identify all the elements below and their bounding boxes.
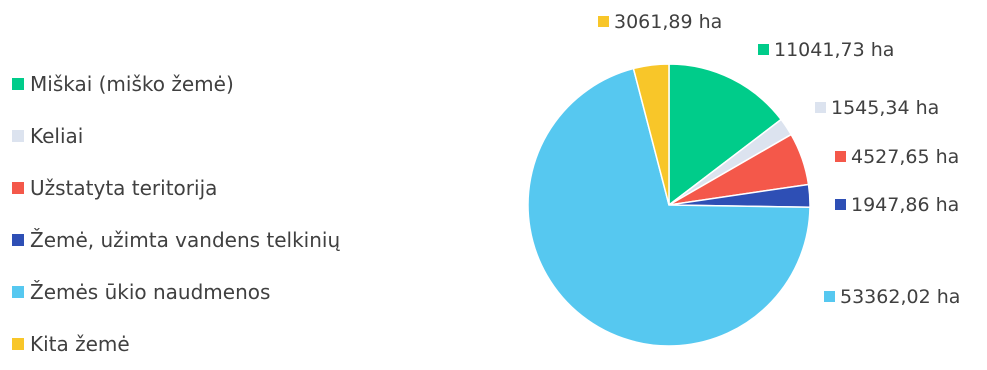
data-label: 1545,34 ha <box>831 97 939 119</box>
legend-item-vandens: Žemė, užimta vandens telkinių <box>12 214 340 266</box>
legend-swatch <box>12 130 24 142</box>
pie-slice <box>668 63 783 207</box>
data-label-swatch <box>758 44 769 55</box>
data-label: 11041,73 ha <box>774 39 894 61</box>
pie-slice <box>632 63 670 206</box>
data-label-swatch <box>815 102 826 113</box>
pie-slice <box>527 67 811 347</box>
legend-swatch <box>12 182 24 194</box>
legend-label: Žemė, užimta vandens telkinių <box>30 228 341 252</box>
legend-item-keliai: Keliai <box>12 110 340 162</box>
data-label-swatch <box>598 16 609 27</box>
data-label-swatch <box>824 291 835 302</box>
legend-label: Keliai <box>30 124 84 148</box>
data-label-swatch <box>835 199 846 210</box>
legend-label: Žemės ūkio naudmenos <box>30 280 271 304</box>
data-label-swatch <box>835 151 846 162</box>
legend-item-uzstatyta: Užstatyta teritorija <box>12 162 340 214</box>
data-label: 3061,89 ha <box>614 11 722 33</box>
legend-swatch <box>12 286 24 298</box>
legend-label: Užstatyta teritorija <box>30 176 218 200</box>
data-label: 4527,65 ha <box>851 146 959 168</box>
data-label: 1947,86 ha <box>851 194 959 216</box>
chart-legend: Miškai (miško žemė) Keliai Užstatyta ter… <box>12 58 340 370</box>
legend-swatch <box>12 234 24 246</box>
legend-swatch <box>12 78 24 90</box>
legend-item-miskai: Miškai (miško žemė) <box>12 58 340 110</box>
pie-chart: 11041,73 ha 1545,34 ha 4527,65 ha 1947,86 h… <box>527 11 960 347</box>
pie-slices <box>527 63 811 347</box>
legend-label: Miškai (miško žemė) <box>30 72 234 96</box>
data-labels: 11041,73 ha 1545,34 ha 4527,65 ha 1947,86 h… <box>598 11 960 308</box>
data-label: 53362,02 ha <box>840 286 960 308</box>
legend-item-ukio: Žemės ūkio naudmenos <box>12 266 340 318</box>
